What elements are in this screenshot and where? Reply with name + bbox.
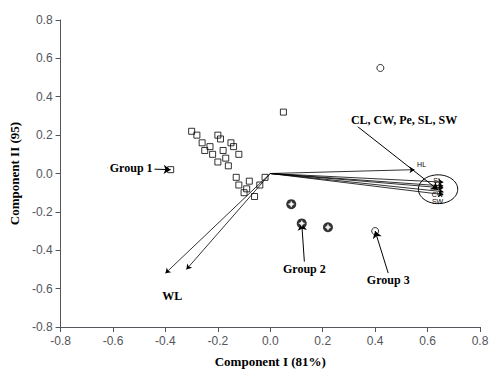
svg-text:SW: SW xyxy=(432,198,444,205)
svg-text:0.8: 0.8 xyxy=(472,334,489,348)
svg-text:Component II (95): Component II (95) xyxy=(7,122,22,225)
svg-text:Group 1: Group 1 xyxy=(110,161,153,175)
svg-text:0.4: 0.4 xyxy=(367,334,384,348)
svg-text:Group 2: Group 2 xyxy=(283,262,326,276)
svg-text:CL: CL xyxy=(433,184,442,191)
svg-text:0.8: 0.8 xyxy=(36,13,53,27)
svg-text:-0.6: -0.6 xyxy=(103,334,124,348)
svg-text:-0.4: -0.4 xyxy=(155,334,176,348)
svg-text:HL: HL xyxy=(417,161,426,168)
svg-text:-0.4: -0.4 xyxy=(32,243,53,257)
svg-text:0.0: 0.0 xyxy=(262,334,279,348)
svg-text:Group 3: Group 3 xyxy=(367,273,410,287)
svg-text:SL: SL xyxy=(433,177,442,184)
svg-text:0.2: 0.2 xyxy=(36,128,53,142)
svg-text:-0.6: -0.6 xyxy=(32,282,53,296)
svg-text:0.6: 0.6 xyxy=(36,51,53,65)
svg-text:0.2: 0.2 xyxy=(314,334,331,348)
svg-text:0.4: 0.4 xyxy=(36,90,53,104)
svg-text:CL, CW, Pe, SL, SW: CL, CW, Pe, SL, SW xyxy=(351,113,457,127)
svg-text:Component I (81%): Component I (81%) xyxy=(215,354,326,369)
svg-text:0.0: 0.0 xyxy=(36,167,53,181)
svg-text:-0.2: -0.2 xyxy=(208,334,229,348)
svg-text:-0.8: -0.8 xyxy=(32,320,53,334)
svg-text:-0.8: -0.8 xyxy=(50,334,71,348)
svg-text:-0.2: -0.2 xyxy=(32,205,53,219)
svg-text:WL: WL xyxy=(162,289,182,303)
svg-text:CW: CW xyxy=(432,191,444,198)
svg-text:0.6: 0.6 xyxy=(419,334,436,348)
